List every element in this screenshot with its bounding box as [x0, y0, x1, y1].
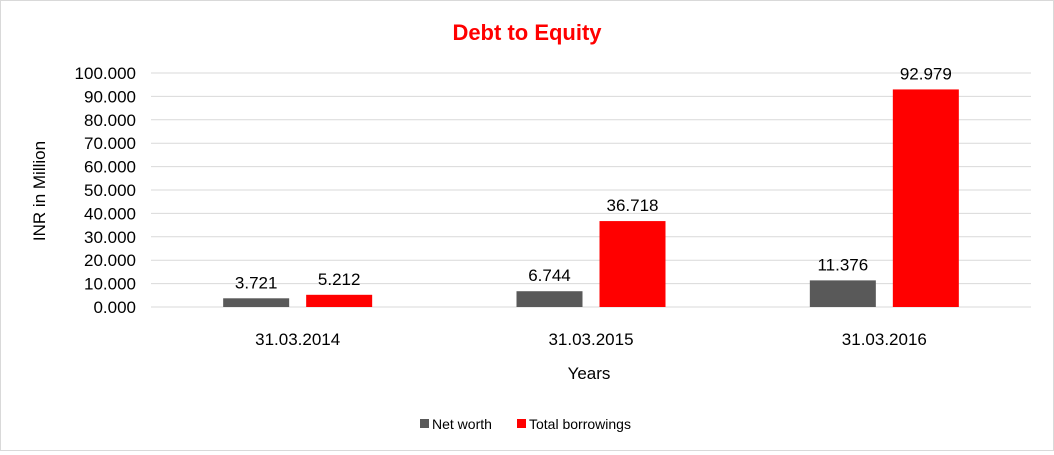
data-label: 3.721	[235, 273, 278, 292]
y-tick-label: 100.000	[75, 64, 136, 83]
bars	[223, 89, 959, 307]
data-label: 92.979	[900, 64, 952, 83]
y-tick-label: 20.000	[84, 251, 136, 270]
data-label: 11.376	[817, 255, 868, 274]
x-tick-label: 31.03.2015	[548, 330, 633, 349]
y-tick-label: 30.000	[84, 228, 136, 247]
chart-title: Debt to Equity	[452, 20, 602, 45]
y-tick-label: 80.000	[84, 111, 136, 130]
y-tick-label: 40.000	[84, 204, 136, 223]
y-tick-label: 70.000	[84, 134, 136, 153]
legend-label: Total borrowings	[529, 416, 631, 432]
bar-total-borrowings	[599, 221, 666, 307]
bar-total-borrowings	[306, 294, 373, 307]
legend-swatch	[420, 419, 429, 428]
y-axis-ticks: 0.000 10.000 20.000 30.000 40.000 50.000 60.00…	[75, 64, 136, 317]
legend: Net worth Total borrowings	[420, 416, 631, 432]
bar-net-worth	[223, 298, 290, 307]
bar-total-borrowings	[892, 89, 959, 307]
bar-net-worth	[809, 280, 876, 307]
data-labels: 3.721 5.212 6.744 36.718 11.376 92.979	[235, 64, 952, 292]
y-tick-label: 50.000	[84, 181, 136, 200]
y-tick-label: 0.000	[93, 298, 136, 317]
legend-label: Net worth	[432, 416, 492, 432]
y-tick-label: 90.000	[84, 87, 136, 106]
data-label: 6.744	[528, 266, 571, 285]
x-axis-label: Years	[568, 364, 611, 383]
y-tick-label: 60.000	[84, 158, 136, 177]
x-tick-label: 31.03.2014	[255, 330, 340, 349]
bar-net-worth	[516, 291, 583, 307]
y-tick-label: 10.000	[84, 275, 136, 294]
x-axis-ticks: 31.03.2014 31.03.2015 31.03.2016	[255, 330, 927, 349]
data-label: 5.212	[318, 270, 361, 289]
data-label: 36.718	[607, 196, 659, 215]
y-axis-label: INR in Million	[30, 141, 49, 241]
x-tick-label: 31.03.2016	[842, 330, 927, 349]
gridlines	[151, 72, 1031, 308]
legend-swatch	[517, 419, 526, 428]
